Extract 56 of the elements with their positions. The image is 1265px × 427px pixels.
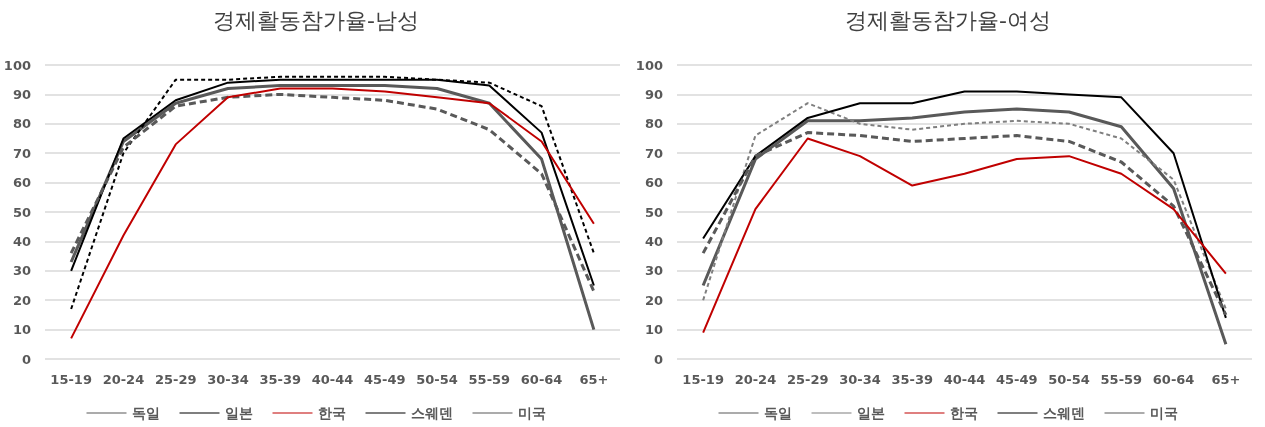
x-tick-label: 65+: [579, 372, 609, 387]
x-tick-label: 20-24: [102, 372, 145, 387]
y-tick-label: 90: [644, 86, 663, 102]
x-tick-label: 25-29: [154, 372, 197, 387]
y-tick-label: 100: [635, 57, 663, 73]
y-tick-label: 50: [12, 204, 31, 220]
legend-label: 스웨덴: [1042, 405, 1085, 421]
x-tick-label: 15-19: [50, 372, 92, 387]
y-tick-label: 70: [644, 145, 663, 161]
legend-label: 한국: [949, 405, 978, 421]
chart-title: 경제활동참가율-여성: [845, 7, 1051, 33]
y-tick-label: 20: [12, 292, 31, 308]
x-tick-label: 65+: [1211, 372, 1241, 387]
x-tick-label: 40-44: [943, 372, 986, 387]
legend-label: 미국: [517, 405, 546, 421]
x-tick-label: 45-49: [995, 372, 1038, 387]
y-tick-label: 40: [12, 233, 31, 249]
legend-label: 미국: [1149, 405, 1178, 421]
x-tick-label: 15-19: [682, 372, 724, 387]
y-tick-label: 30: [644, 263, 663, 279]
y-tick-label: 40: [644, 233, 663, 249]
legend-label: 독일: [763, 405, 792, 421]
y-tick-label: 70: [12, 145, 31, 161]
x-tick-label: 25-29: [786, 372, 829, 387]
y-tick-label: 80: [12, 116, 31, 132]
legend-label: 일본: [224, 405, 253, 421]
y-tick-label: 20: [644, 292, 663, 308]
y-tick-label: 0: [653, 351, 663, 367]
x-tick-label: 50-54: [1048, 372, 1090, 387]
x-tick-label: 30-34: [207, 372, 249, 387]
x-tick-label: 60-64: [1152, 372, 1195, 387]
x-tick-label: 45-49: [363, 372, 406, 387]
y-tick-label: 80: [644, 116, 663, 132]
legend-label: 독일: [131, 405, 160, 421]
x-tick-label: 35-39: [891, 372, 934, 387]
y-tick-label: 50: [644, 204, 663, 220]
x-tick-label: 55-59: [468, 372, 511, 387]
y-tick-label: 10: [644, 322, 663, 338]
y-tick-label: 0: [21, 351, 31, 367]
x-tick-label: 20-24: [734, 372, 777, 387]
y-tick-label: 30: [12, 263, 31, 279]
legend-label: 스웨덴: [410, 405, 453, 421]
chart-title: 경제활동참가율-남성: [213, 7, 419, 33]
y-tick-label: 10: [12, 322, 31, 338]
x-tick-label: 50-54: [416, 372, 458, 387]
y-tick-label: 90: [12, 86, 31, 102]
y-tick-label: 60: [12, 175, 31, 191]
x-tick-label: 60-64: [520, 372, 563, 387]
x-tick-label: 30-34: [839, 372, 881, 387]
x-tick-label: 40-44: [311, 372, 354, 387]
y-tick-label: 100: [3, 57, 31, 73]
x-tick-label: 55-59: [1100, 372, 1143, 387]
legend-label: 일본: [856, 405, 885, 421]
y-tick-label: 60: [644, 175, 663, 191]
x-tick-label: 35-39: [259, 372, 302, 387]
legend-label: 한국: [317, 405, 346, 421]
